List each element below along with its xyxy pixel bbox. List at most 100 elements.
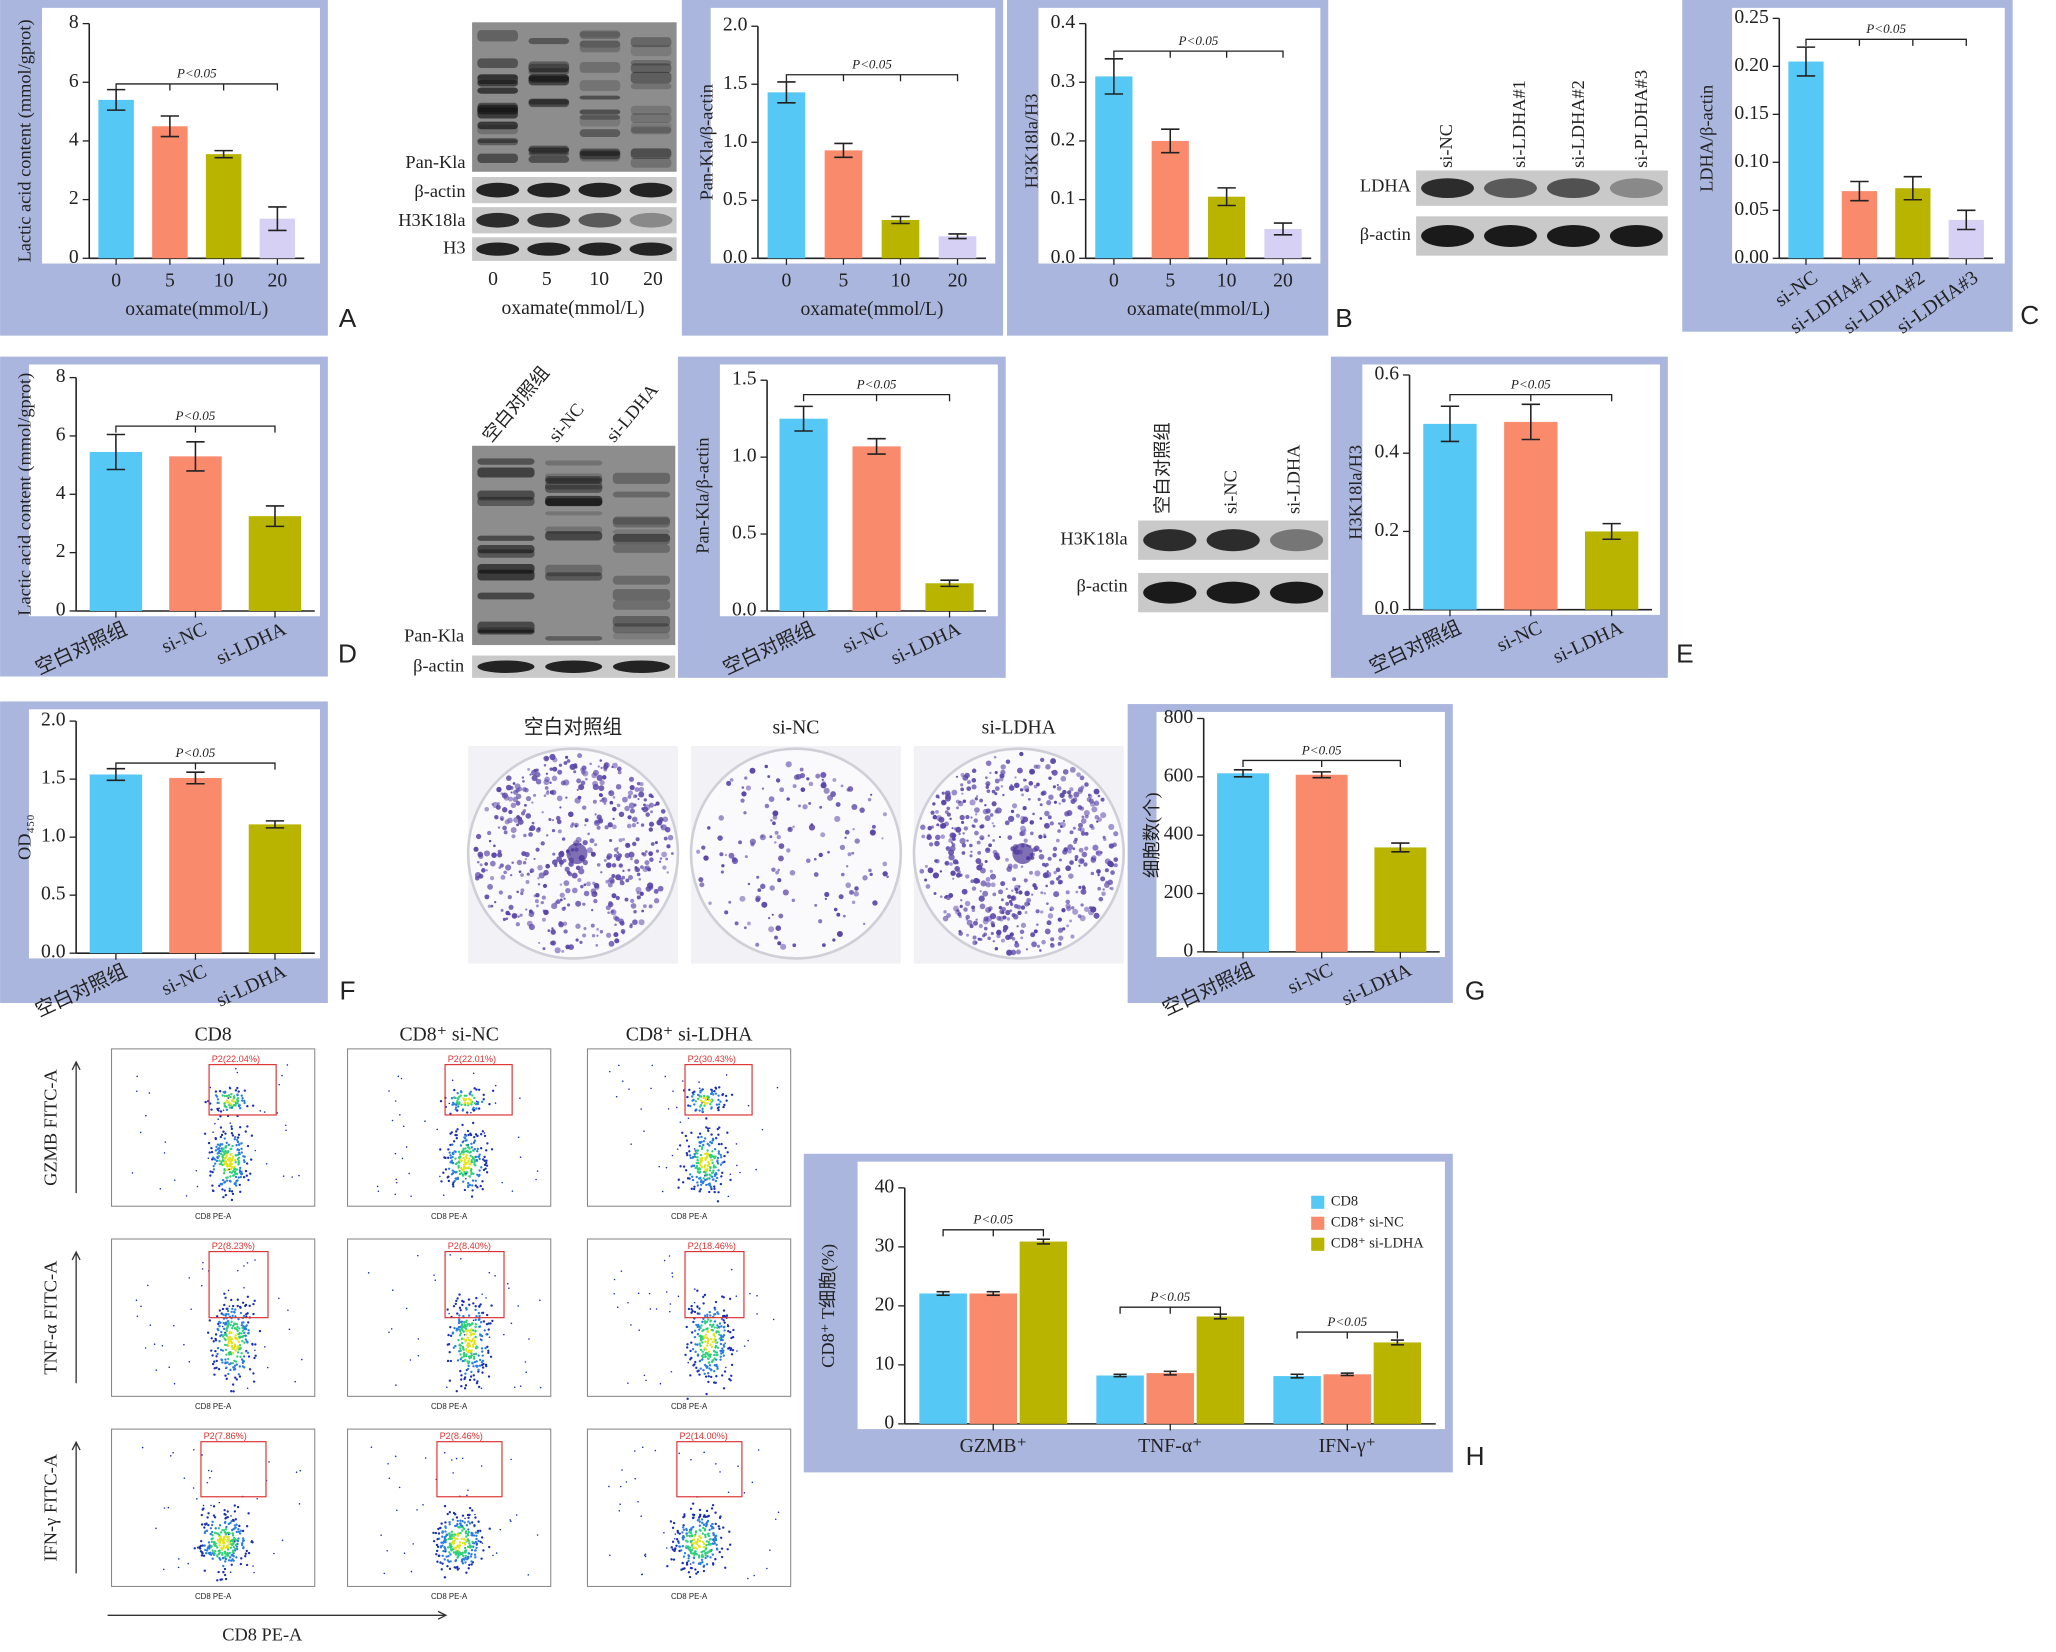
flow-event [707, 1318, 710, 1321]
flow-event [715, 1547, 719, 1550]
flow-event [246, 1387, 249, 1390]
colony [608, 790, 612, 794]
flow-event [200, 1551, 204, 1554]
flow-event [482, 1549, 485, 1552]
flow-event [711, 1139, 714, 1142]
flow-event [472, 1357, 476, 1360]
blot-band [612, 472, 671, 484]
colony [548, 817, 552, 822]
flow-event [690, 1341, 693, 1344]
colony [949, 817, 952, 821]
colony [985, 847, 990, 852]
colony [1061, 798, 1066, 803]
flow-event [475, 1159, 479, 1162]
flow-event [231, 1539, 234, 1543]
flow-event [683, 1513, 686, 1516]
colony [984, 859, 988, 864]
flow-event [648, 1292, 651, 1295]
flow-event [463, 1160, 466, 1164]
flow-event [219, 1152, 223, 1156]
flow-event [229, 1095, 232, 1099]
colony [653, 888, 659, 894]
flow-event [482, 1098, 485, 1101]
flow-event [435, 1543, 439, 1547]
flow-event [241, 1361, 244, 1365]
colony [648, 851, 654, 857]
flow-event [707, 1532, 710, 1535]
colony [1009, 932, 1014, 937]
flow-event [689, 1156, 692, 1160]
flow-event [459, 1332, 462, 1335]
flow-event [398, 1486, 401, 1489]
flow-event [234, 1181, 237, 1185]
flow-event [465, 1171, 469, 1174]
colony [639, 782, 644, 787]
flow-event [743, 1492, 746, 1494]
colony [1078, 857, 1085, 865]
y-tick-label: 1.0 [723, 130, 748, 152]
flow-event [689, 1358, 692, 1361]
flow-event [698, 1520, 701, 1523]
flow-event [701, 1110, 704, 1113]
blot-band [477, 79, 518, 87]
flow-event [223, 1521, 227, 1525]
flow-event [236, 1097, 240, 1100]
flow-event [701, 1553, 704, 1557]
colony [960, 787, 964, 792]
flow-event [211, 1557, 214, 1560]
flow-event [231, 1324, 235, 1328]
flow-event [299, 1469, 302, 1472]
flow-event [208, 1319, 211, 1322]
flow-event [233, 1165, 236, 1168]
flow-event [707, 1372, 710, 1375]
flow-event [487, 1351, 490, 1355]
flow-event [245, 1313, 248, 1316]
flow-event [705, 1152, 708, 1155]
flow-event [713, 1539, 716, 1543]
flow-event [448, 1102, 451, 1105]
flow-event [473, 1102, 477, 1105]
colony [498, 890, 504, 895]
colony [776, 834, 781, 840]
colony [966, 780, 971, 785]
flow-event [479, 1321, 483, 1324]
flow-event [714, 1179, 718, 1183]
flow-event [464, 1097, 468, 1101]
flow-event [721, 1093, 724, 1097]
colony [1083, 809, 1090, 817]
flow-event [201, 1544, 204, 1547]
y-tick-label: 0.4 [1374, 441, 1399, 463]
flow-event [475, 1534, 478, 1537]
flow-event [690, 1131, 693, 1135]
flow-event [475, 1546, 478, 1550]
flow-event [708, 1127, 711, 1129]
blot-band [528, 37, 570, 45]
flow-event [459, 1523, 462, 1527]
flow-event [474, 1322, 478, 1326]
blot-band [528, 147, 570, 153]
flow-event [222, 1564, 225, 1568]
colony [541, 895, 546, 900]
significance-bracket [802, 393, 951, 402]
flow-event [231, 1550, 235, 1554]
flow-event [225, 1334, 228, 1337]
flow-event [456, 1109, 459, 1112]
flow-event [432, 1531, 435, 1535]
flow-event [703, 1451, 705, 1454]
flow-event [637, 1501, 639, 1503]
flow-event [698, 1109, 701, 1112]
colony [563, 897, 566, 900]
colony [641, 852, 645, 856]
colony [582, 933, 587, 938]
flow-event [622, 1080, 624, 1082]
flow-event [224, 1546, 227, 1549]
flow-event [689, 1173, 692, 1176]
flow-event [236, 1505, 240, 1509]
colony [820, 832, 826, 838]
flow-event [456, 1519, 459, 1523]
colony [996, 930, 1001, 936]
flow-event [214, 1333, 218, 1336]
blot-band [1609, 178, 1663, 199]
colony [972, 940, 978, 946]
flow-event [448, 1551, 451, 1554]
